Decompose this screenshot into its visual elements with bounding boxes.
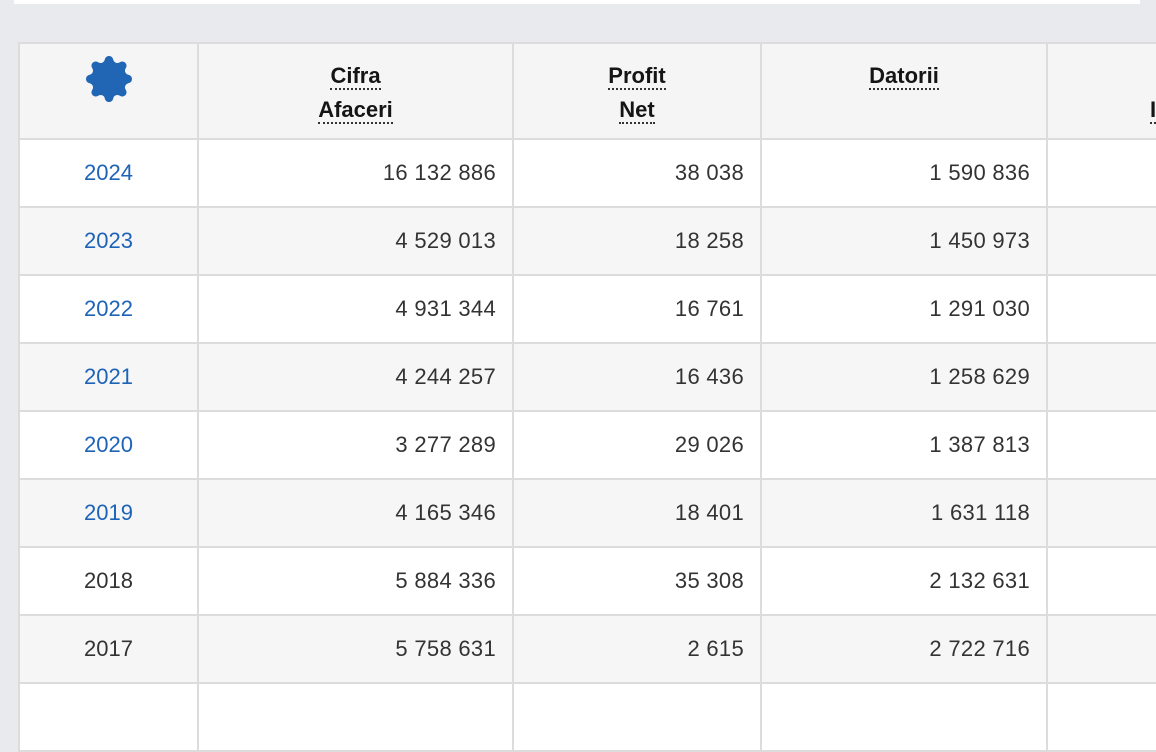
cutoff-column-cell (1046, 546, 1156, 616)
header-label-net[interactable]: Net (619, 97, 655, 124)
profit-net-value: 38 038 (512, 138, 762, 208)
year-cell: 2022 (18, 274, 199, 344)
empty-cell (197, 682, 514, 752)
cifra-afaceri-value: 4 244 257 (197, 342, 514, 412)
financial-history-table: Cifra Afaceri Profit Net Datorii I 2024 1… (18, 42, 1156, 752)
year-label: 2018 (84, 568, 133, 593)
year-link[interactable]: 2020 (84, 432, 133, 457)
cutoff-column-cell (1046, 478, 1156, 548)
datorii-value: 1 291 030 (760, 274, 1048, 344)
cifra-afaceri-value: 5 884 336 (197, 546, 514, 616)
year-link[interactable]: 2019 (84, 500, 133, 525)
cutoff-column-cell (1046, 274, 1156, 344)
profit-net-value: 16 761 (512, 274, 762, 344)
cifra-afaceri-value: 4 931 344 (197, 274, 514, 344)
gear-icon[interactable] (85, 56, 132, 102)
year-label: 2017 (84, 636, 133, 661)
cutoff-column-cell (1046, 410, 1156, 480)
cifra-afaceri-value: 3 277 289 (197, 410, 514, 480)
header-label-cifra[interactable]: Cifra (330, 63, 381, 90)
table-row: 2019 4 165 346 18 401 1 631 118 (18, 478, 1156, 548)
column-header-cutoff[interactable]: I (1046, 42, 1156, 140)
column-header-profit-net[interactable]: Profit Net (512, 42, 762, 140)
year-cell: 2020 (18, 410, 199, 480)
empty-cell (512, 682, 762, 752)
year-cell: 2024 (18, 138, 199, 208)
cutoff-column-cell (1046, 206, 1156, 276)
datorii-value: 1 387 813 (760, 410, 1048, 480)
table-row: 2022 4 931 344 16 761 1 291 030 (18, 274, 1156, 344)
datorii-value: 2 132 631 (760, 546, 1048, 616)
year-cell: 2017 (18, 614, 199, 684)
header-label-cutoff-fragment[interactable]: I (1150, 97, 1156, 124)
year-cell: 2019 (18, 478, 199, 548)
top-edge-strip (14, 0, 1140, 4)
table-row: 2023 4 529 013 18 258 1 450 973 (18, 206, 1156, 276)
year-link[interactable]: 2021 (84, 364, 133, 389)
datorii-value: 2 722 716 (760, 614, 1048, 684)
profit-net-value: 2 615 (512, 614, 762, 684)
year-cell: 2018 (18, 546, 199, 616)
settings-header-cell (18, 42, 199, 140)
cifra-afaceri-value: 4 165 346 (197, 478, 514, 548)
datorii-value: 1 631 118 (760, 478, 1048, 548)
profit-net-value: 35 308 (512, 546, 762, 616)
header-label-datorii[interactable]: Datorii (869, 63, 939, 90)
year-cell: 2023 (18, 206, 199, 276)
datorii-value: 1 258 629 (760, 342, 1048, 412)
cifra-afaceri-value: 16 132 886 (197, 138, 514, 208)
profit-net-value: 18 258 (512, 206, 762, 276)
datorii-value: 1 450 973 (760, 206, 1048, 276)
header-label-afaceri[interactable]: Afaceri (318, 97, 393, 124)
header-label-profit[interactable]: Profit (608, 63, 666, 90)
table-row: 2020 3 277 289 29 026 1 387 813 (18, 410, 1156, 480)
datorii-value: 1 590 836 (760, 138, 1048, 208)
profit-net-value: 18 401 (512, 478, 762, 548)
financial-table-container: Cifra Afaceri Profit Net Datorii I 2024 1… (18, 42, 1156, 752)
empty-cell (1046, 682, 1156, 752)
year-link[interactable]: 2022 (84, 296, 133, 321)
column-header-cifra-afaceri[interactable]: Cifra Afaceri (197, 42, 514, 140)
cutoff-column-cell (1046, 342, 1156, 412)
empty-cell (760, 682, 1048, 752)
empty-cell (18, 682, 199, 752)
year-link[interactable]: 2024 (84, 160, 133, 185)
year-link[interactable]: 2023 (84, 228, 133, 253)
table-row: 2024 16 132 886 38 038 1 590 836 (18, 138, 1156, 208)
year-cell: 2021 (18, 342, 199, 412)
cutoff-column-cell (1046, 614, 1156, 684)
table-row-partial (18, 682, 1156, 752)
cutoff-column-cell (1046, 138, 1156, 208)
table-row: 2021 4 244 257 16 436 1 258 629 (18, 342, 1156, 412)
cifra-afaceri-value: 5 758 631 (197, 614, 514, 684)
table-row: 2018 5 884 336 35 308 2 132 631 (18, 546, 1156, 616)
cifra-afaceri-value: 4 529 013 (197, 206, 514, 276)
column-header-datorii[interactable]: Datorii (760, 42, 1048, 140)
profit-net-value: 29 026 (512, 410, 762, 480)
table-row: 2017 5 758 631 2 615 2 722 716 (18, 614, 1156, 684)
header-row: Cifra Afaceri Profit Net Datorii I (18, 42, 1156, 140)
profit-net-value: 16 436 (512, 342, 762, 412)
